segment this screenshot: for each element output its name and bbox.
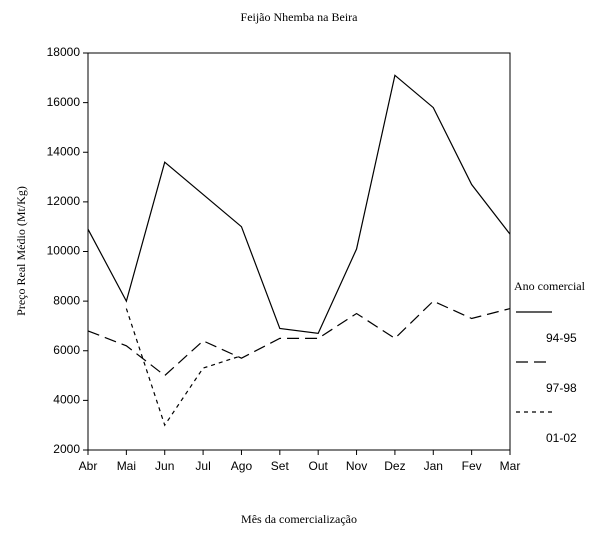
- y-tick-label: 4000: [53, 393, 80, 407]
- x-tick-label: Nov: [346, 459, 367, 473]
- x-tick-label: Abr: [79, 459, 98, 473]
- x-tick-label: Mai: [117, 459, 136, 473]
- y-tick-label: 14000: [47, 144, 81, 158]
- y-axis-label: Preço Real Médio (Mt/Kg): [14, 186, 28, 316]
- chart-title: Feijão Nhemba na Beira: [241, 10, 359, 24]
- y-tick-label: 8000: [53, 293, 80, 307]
- series-line: [87, 300, 511, 377]
- y-tick-label: 6000: [53, 343, 80, 357]
- y-tick-label: 10000: [47, 244, 81, 258]
- x-tick-label: Mar: [500, 459, 521, 473]
- y-tick-label: 2000: [53, 442, 80, 456]
- series-line: [87, 74, 511, 335]
- x-axis-label: Mês da comercialização: [241, 512, 357, 526]
- legend-title: Ano comercial: [514, 279, 586, 293]
- x-tick-label: Dez: [384, 459, 405, 473]
- y-tick-label: 16000: [47, 95, 81, 109]
- plot-frame: [87, 52, 511, 451]
- x-tick-label: Set: [271, 459, 290, 473]
- y-tick-label: 12000: [47, 194, 81, 208]
- x-tick-label: Jul: [195, 459, 210, 473]
- legend-label: 01-02: [546, 431, 577, 445]
- legend-label: 97-98: [546, 381, 577, 395]
- x-tick-label: Jun: [155, 459, 174, 473]
- series-line: [125, 308, 242, 427]
- x-tick-label: Fev: [462, 459, 482, 473]
- x-tick-label: Out: [309, 459, 329, 473]
- x-tick-label: Ago: [231, 459, 253, 473]
- x-tick-label: Jan: [424, 459, 443, 473]
- legend-label: 94-95: [546, 331, 577, 345]
- y-tick-label: 18000: [47, 45, 81, 59]
